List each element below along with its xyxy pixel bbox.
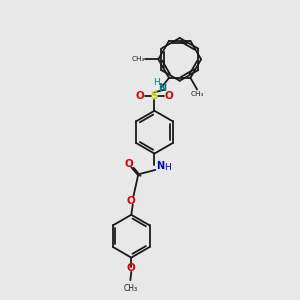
Text: O: O (124, 159, 133, 169)
Text: O: O (127, 263, 136, 273)
Text: CH₃: CH₃ (123, 284, 137, 293)
Text: O: O (165, 91, 173, 101)
Text: O: O (136, 91, 144, 101)
Text: S: S (151, 91, 158, 101)
Text: N: N (156, 161, 164, 171)
Text: CH₃: CH₃ (132, 56, 145, 62)
Text: CH₃: CH₃ (190, 91, 204, 97)
Text: N: N (158, 83, 166, 93)
Text: H: H (153, 78, 160, 87)
Text: O: O (127, 196, 136, 206)
Text: H: H (164, 163, 171, 172)
